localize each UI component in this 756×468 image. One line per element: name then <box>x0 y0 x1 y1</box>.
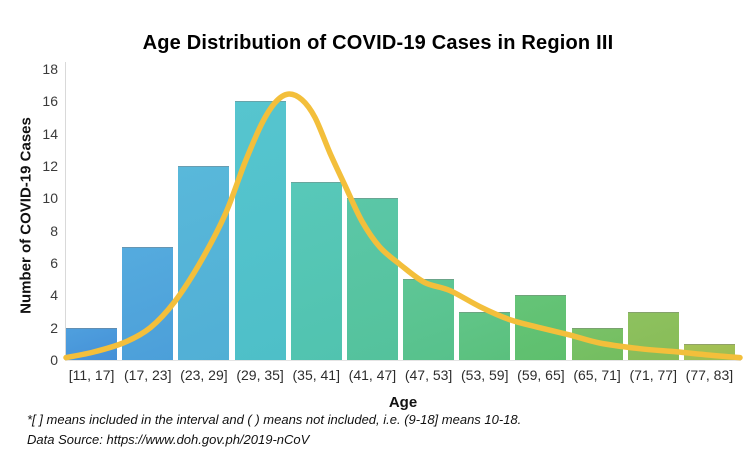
x-tick-label: (17, 23] <box>124 367 172 383</box>
chart-title: Age Distribution of COVID-19 Cases in Re… <box>142 32 614 54</box>
y-tick-label: 12 <box>42 158 58 174</box>
x-tick-label: (35, 41] <box>292 367 340 383</box>
bar-(17, 23] <box>122 246 174 360</box>
bar-[11, 17] <box>66 327 118 360</box>
footnote-interval-note: *[ ] means included in the interval and … <box>27 412 522 427</box>
x-tick-label: (47, 53] <box>404 367 453 383</box>
x-tick-label: (23, 29] <box>180 367 228 383</box>
y-tick-label: 16 <box>42 93 58 110</box>
x-tick-label: (71, 77] <box>629 367 677 383</box>
bar-(77, 83] <box>683 343 735 360</box>
y-tick-label: 8 <box>50 222 58 239</box>
x-tick-label: [11, 17] <box>68 367 115 383</box>
x-axis-title: Age <box>388 394 418 411</box>
y-tick-label: 6 <box>50 255 58 271</box>
bar-(59, 65] <box>515 295 567 360</box>
y-tick-label: 0 <box>50 352 58 368</box>
y-tick-label: 18 <box>42 61 58 77</box>
x-tick-label: (53, 59] <box>461 367 509 383</box>
bar-(53, 59] <box>459 311 511 360</box>
bar-(41, 47] <box>346 198 398 360</box>
x-axis-line <box>64 360 741 361</box>
x-tick-label: (41, 47] <box>348 367 397 383</box>
footnote-data-source: Data Source: https://www.doh.gov.ph/2019… <box>27 432 310 447</box>
x-tick-label: (65, 71] <box>573 367 621 383</box>
x-tick-label: (77, 83] <box>685 367 734 383</box>
bar-(65, 71] <box>571 327 623 360</box>
y-axis-line <box>64 62 66 360</box>
x-tick-label: (59, 65] <box>517 367 565 383</box>
bar-(47, 53] <box>403 279 455 360</box>
y-tick-label: 2 <box>50 319 58 336</box>
bar-(29, 35] <box>234 101 286 360</box>
bar-(35, 41] <box>290 182 342 360</box>
bar-(71, 77] <box>627 311 679 360</box>
bar-(23, 29] <box>178 166 230 360</box>
y-tick-label: 4 <box>50 287 58 304</box>
x-tick-label: (29, 35] <box>236 367 284 383</box>
y-tick-label: 10 <box>42 190 58 207</box>
y-tick-label: 14 <box>42 125 58 142</box>
